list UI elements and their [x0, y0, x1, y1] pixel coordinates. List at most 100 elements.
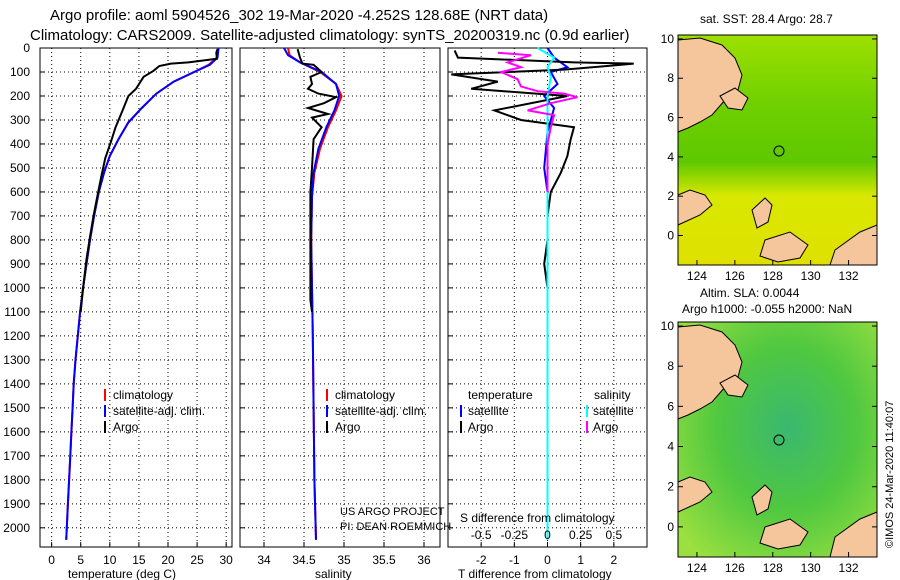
salinity-series — [283, 47, 343, 540]
map-x-tick-label: 130 — [801, 269, 821, 283]
series-climatology — [65, 47, 219, 540]
x-tick-label: 36 — [417, 553, 431, 567]
x-tick-label: 10 — [103, 553, 117, 567]
sla-argo-marker — [773, 434, 785, 446]
depth-tick-label: 1000 — [3, 281, 30, 295]
legend-clim: climatology — [335, 388, 395, 402]
sst-map-ticks: 124 126 128 130 132 10 8 6 4 2 0 — [661, 32, 878, 283]
x-tick-label: 30 — [220, 553, 234, 567]
legend-s-argo: Argo — [593, 420, 619, 434]
salinity-xlabel: salinity — [315, 567, 352, 580]
map-y-tick-label: 4 — [667, 150, 674, 164]
top-x-tick-label: 0 — [544, 528, 551, 542]
map-y-tick-label: 6 — [667, 399, 674, 413]
map-x-tick-label: 126 — [725, 269, 745, 283]
difference-series — [451, 47, 634, 540]
difference-top-xlabel: S difference from climatology — [460, 511, 615, 525]
depth-tick-label: 300 — [10, 113, 30, 127]
temperature-grid — [40, 47, 232, 547]
x-tick-label: 15 — [132, 553, 146, 567]
depth-tick-label: 100 — [10, 65, 30, 79]
depth-tick-label: 1200 — [3, 329, 30, 343]
x-tick-label: -2 — [476, 553, 487, 567]
x-tick-label: 35.5 — [372, 553, 396, 567]
map-x-tick-label: 130 — [801, 561, 821, 575]
salinity-grid — [240, 47, 440, 547]
legend-clim: climatology — [113, 388, 173, 402]
sst-land — [677, 37, 878, 266]
map-y-tick-label: 8 — [667, 359, 674, 373]
sla-map-title: Altim. SLA: 0.0044 — [700, 286, 800, 300]
map-y-tick-label: 4 — [667, 440, 674, 454]
depth-tick-label: 800 — [10, 233, 30, 247]
map-frame — [677, 34, 878, 266]
series-satellite-adj-clim- — [283, 47, 341, 540]
top-x-tick-label: 0.5 — [605, 528, 622, 542]
legend-s-satellite: satellite — [593, 404, 634, 418]
sla-land — [677, 324, 878, 558]
temperature-legend: climatology satellite-adj. clim. Argo — [104, 388, 205, 434]
x-tick-label: -1 — [509, 553, 520, 567]
difference-grid — [448, 47, 647, 547]
series-argo — [79, 48, 219, 312]
map-x-tick-label: 128 — [763, 269, 783, 283]
sst-map: sat. SST: 28.4 Argo: 28.7 124 126 128 130 13… — [661, 12, 878, 283]
map-y-tick-label: 2 — [667, 480, 674, 494]
series-s-satellite — [536, 47, 556, 540]
legend-sat: satellite-adj. clim. — [113, 404, 205, 418]
temperature-panel: 0 5 10 15 20 25 30 temperature (deg C) climato… — [39, 47, 233, 580]
depth-tick-label: 1700 — [3, 449, 30, 463]
difference-legend: temperature salinity satellite Argo sate… — [460, 388, 634, 434]
series-satellite-adj-clim- — [65, 47, 220, 540]
top-x-tick-label: -0.5 — [471, 528, 492, 542]
annotation-pi: PI: DEAN ROEMMICH — [340, 521, 451, 533]
depth-tick-label: 500 — [10, 161, 30, 175]
map-y-tick-label: 10 — [661, 319, 675, 333]
depth-tick-label: 900 — [10, 257, 30, 271]
annotation-project: US ARGO PROJECT — [340, 506, 445, 518]
map-y-tick-label: 8 — [667, 71, 674, 85]
map-x-tick-label: 124 — [687, 269, 707, 283]
depth-tick-label: 1800 — [3, 473, 30, 487]
salinity-legend: climatology satellite-adj. clim. Argo — [326, 388, 427, 434]
salinity-panel: 34 34.5 35 35.5 36 salinity climatology sate… — [239, 47, 451, 580]
legend-temperature-title: temperature — [468, 388, 533, 402]
map-y-tick-label: 0 — [667, 520, 674, 534]
temperature-xticks: 0 5 10 15 20 25 30 — [48, 542, 233, 567]
depth-tick-label: 200 — [10, 89, 30, 103]
map-y-tick-label: 6 — [667, 111, 674, 125]
legend-sat: satellite-adj. clim. — [335, 404, 427, 418]
series-t-argo — [451, 49, 634, 312]
salinity-xticks: 34 34.5 35 35.5 36 — [257, 542, 431, 567]
depth-tick-label: 1600 — [3, 425, 30, 439]
series-s-argo — [497, 51, 578, 192]
depth-axis: 0 100 200 300 400 500 600 700 800 900 1000 1100 1200… — [3, 41, 30, 535]
temperature-series — [65, 47, 220, 540]
top-x-tick-label: -0.25 — [501, 528, 529, 542]
map-x-tick-label: 132 — [839, 269, 859, 283]
sst-map-title: sat. SST: 28.4 Argo: 28.7 — [700, 12, 833, 26]
x-tick-label: 20 — [161, 553, 175, 567]
sla-map-ticks: 124 126 128 130 132 10 8 6 4 2 0 — [661, 319, 878, 575]
x-tick-label: 1 — [577, 553, 584, 567]
x-tick-label: 2 — [610, 553, 617, 567]
depth-tick-label: 1900 — [3, 497, 30, 511]
map-y-tick-label: 0 — [667, 229, 674, 243]
temperature-xlabel: temperature (deg C) — [68, 567, 176, 580]
legend-salinity-title: salinity — [594, 388, 631, 402]
x-tick-label: 0 — [48, 553, 55, 567]
difference-top-xticks: -0.5 -0.25 0 0.25 0.5 — [471, 528, 623, 542]
depth-tick-label: 1300 — [3, 353, 30, 367]
difference-panel: -2 -1 0 1 2 -0.5 -0.25 0 0.25 0.5 S difference f… — [447, 47, 648, 580]
map-x-tick-label: 132 — [839, 561, 859, 575]
depth-tick-label: 0 — [23, 41, 30, 55]
map-x-tick-label: 128 — [763, 561, 783, 575]
depth-tick-label: 600 — [10, 185, 30, 199]
map-frame — [677, 321, 878, 558]
depth-tick-label: 400 — [10, 137, 30, 151]
map-y-tick-label: 10 — [661, 32, 675, 46]
x-tick-label: 35 — [337, 553, 351, 567]
title-line1: Argo profile: aoml 5904526_302 19-Mar-20… — [50, 7, 548, 24]
title-line2: Climatology: CARS2009. Satellite-adjuste… — [30, 27, 629, 44]
